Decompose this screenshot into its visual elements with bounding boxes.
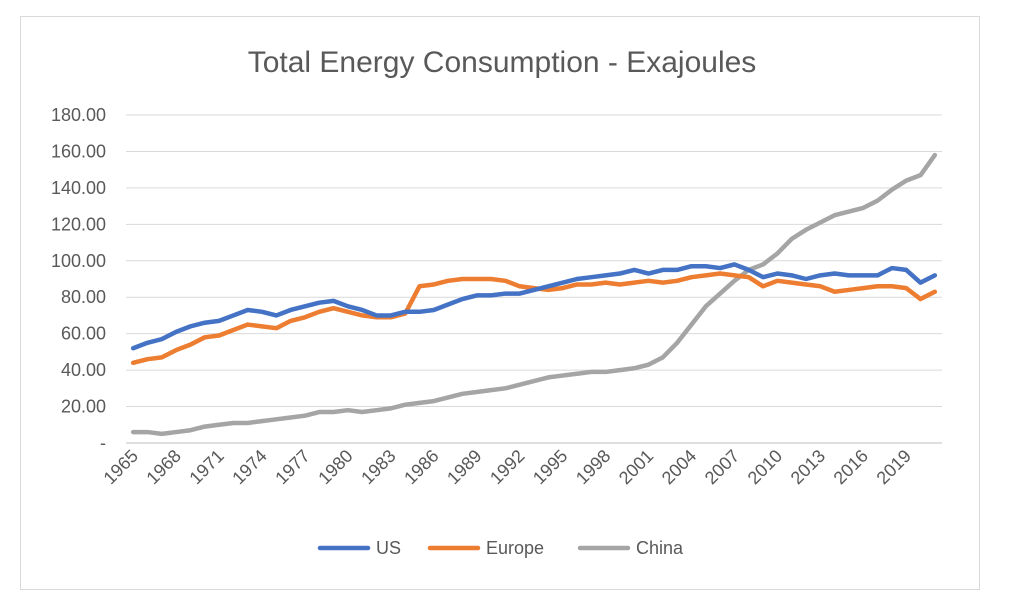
- x-tick-label: 1974: [228, 446, 270, 488]
- y-tick-label: 180.00: [51, 105, 106, 125]
- y-tick-label: 120.00: [51, 214, 106, 234]
- x-tick-label: 1998: [572, 446, 614, 488]
- x-tick-label: 2013: [787, 446, 829, 488]
- x-tick-label: 1971: [185, 446, 227, 488]
- legend: US Europe China: [317, 538, 684, 558]
- series-line-us: [130, 262, 938, 351]
- series-line-europe: [130, 271, 938, 366]
- x-tick-label: 2001: [615, 446, 657, 488]
- legend-label-china: China: [636, 538, 684, 558]
- x-axis-ticks: 1965 1968 1971 1974 1977 1980 1983 1986 1989 1992…: [100, 446, 916, 488]
- y-tick-label: 60.00: [61, 324, 106, 344]
- y-tick-label: -: [100, 433, 106, 453]
- x-tick-label: 2019: [873, 446, 915, 488]
- y-tick-label: 100.00: [51, 251, 106, 271]
- x-tick-label: 2016: [830, 446, 872, 488]
- y-tick-label: 140.00: [51, 178, 106, 198]
- x-tick-label: 1980: [314, 446, 356, 488]
- x-tick-label: 1992: [486, 446, 528, 488]
- x-tick-label: 2007: [701, 446, 743, 488]
- y-tick-label: 40.00: [61, 360, 106, 380]
- x-tick-label: 1986: [400, 446, 442, 488]
- series-line-china: [130, 152, 938, 437]
- legend-label-us: US: [376, 538, 401, 558]
- legend-label-europe: Europe: [486, 538, 544, 558]
- x-tick-label: 1995: [529, 446, 571, 488]
- y-tick-label: 20.00: [61, 397, 106, 417]
- y-axis-ticks: - 20.00 40.00 60.00 80.00 100.00 120.00 140.00 1…: [51, 105, 106, 453]
- grid-lines: [126, 114, 942, 444]
- y-tick-label: 80.00: [61, 287, 106, 307]
- chart-title: Total Energy Consumption - Exajoules: [248, 46, 757, 79]
- y-tick-label: 160.00: [51, 141, 106, 161]
- series-lines: [130, 152, 938, 437]
- x-tick-label: 1968: [142, 446, 184, 488]
- x-tick-label: 1989: [443, 446, 485, 488]
- x-tick-label: 2010: [744, 446, 786, 488]
- x-tick-label: 1977: [271, 446, 313, 488]
- x-tick-label: 1983: [357, 446, 399, 488]
- x-tick-label: 2004: [658, 446, 700, 488]
- chart-frame: [20, 16, 980, 590]
